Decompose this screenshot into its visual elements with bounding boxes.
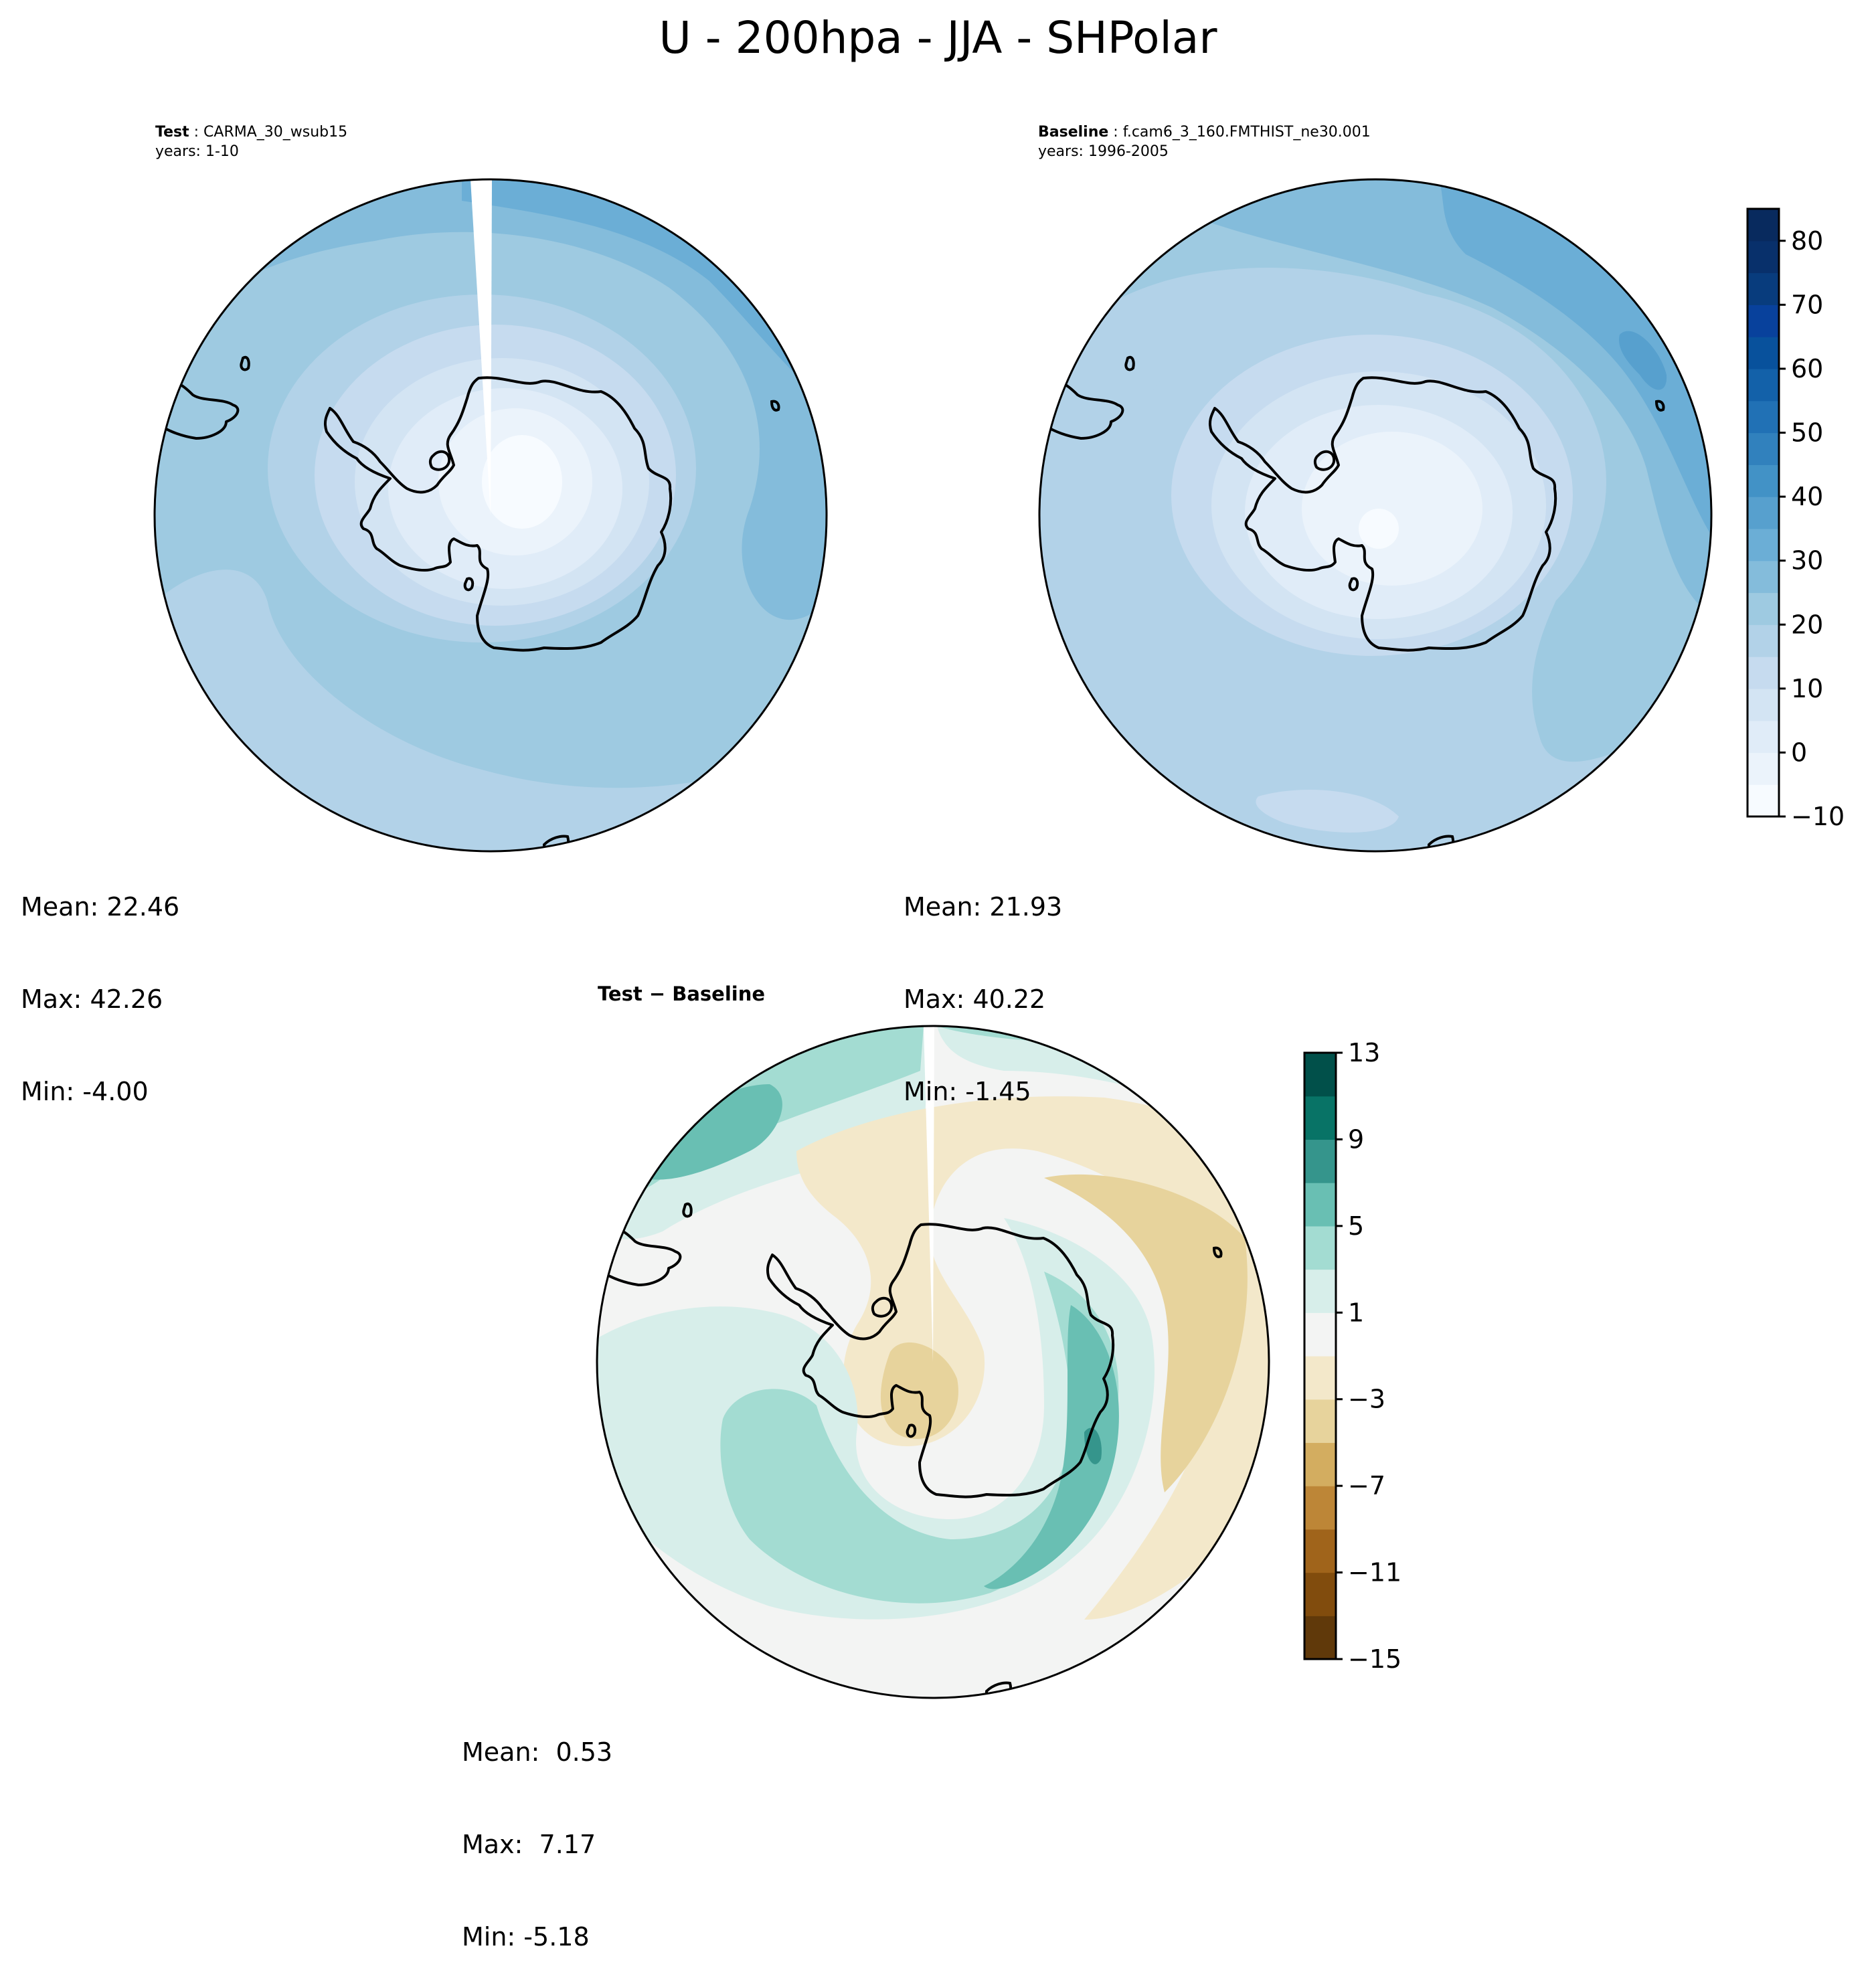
diff-colorbar-tick-label: −7 [1348,1471,1385,1500]
baseline-map [1039,179,1711,851]
main-colorbar-tick-label: 20 [1791,610,1823,639]
main-colorbar-swatch [1747,784,1779,817]
main-colorbar-swatch [1747,624,1779,657]
diff-max: Max: 7.17 [462,1830,596,1859]
diff-colorbar-tick-label: −11 [1348,1558,1401,1587]
main-colorbar-swatch [1747,272,1779,305]
diff-colorbar-swatch [1304,1312,1336,1357]
diff-colorbar-tick-label: −3 [1348,1385,1385,1414]
diff-colorbar-swatch [1304,1486,1336,1530]
diff-map-boundary [596,1025,1270,1699]
baseline-years: years: 1996-2005 [1038,143,1169,160]
diff-title-test: Test [598,982,643,1005]
main-colorbar-tick-label: 50 [1791,418,1823,448]
test-map [155,179,827,851]
test-mean: Mean: 22.46 [21,892,180,922]
diff-colorbar-swatch [1304,1616,1336,1660]
diff-colorbar-tick-label: 9 [1348,1124,1364,1154]
main-colorbar-swatch [1747,240,1779,274]
main-colorbar-swatch [1747,368,1779,402]
main-colorbar-tick-label: 70 [1791,290,1823,319]
main-colorbar-swatch [1747,752,1779,785]
figure: −10 0 10 20 30 40 50 60 70 80 −15 −11 −7 −3 1 5 9 13 [153,178,1845,1699]
main-colorbar: −10 0 10 20 30 40 50 60 70 80 [1746,207,1845,831]
diff-colorbar: −15 −11 −7 −3 1 5 9 13 [1303,1038,1401,1674]
test-case-label: Test : CARMA_30_wsub15 years: 1-10 [155,124,348,160]
main-colorbar-swatch [1747,209,1779,242]
main-colorbar-swatch [1747,688,1779,721]
diff-map [597,1026,1269,1698]
test-case-name: CARMA_30_wsub15 [203,124,348,141]
main-colorbar-swatch [1747,432,1779,465]
main-colorbar-tick-label: 10 [1791,674,1823,703]
baseline-min: Min: -1.45 [904,1077,1031,1106]
diff-colorbar-swatch [1304,1269,1336,1313]
main-colorbar-swatch [1747,560,1779,594]
main-colorbar-tick-label: 60 [1791,354,1823,383]
main-colorbar-swatch [1747,400,1779,434]
diff-min: Min: -5.18 [462,1922,590,1952]
main-colorbar-swatch [1747,464,1779,497]
test-label: Test [155,124,189,141]
baseline-label: Baseline [1038,124,1109,141]
diff-title-sep: − [642,982,673,1005]
diff-colorbar-tick-label: 13 [1348,1038,1380,1067]
diff-colorbar-tick-label: 1 [1348,1298,1364,1327]
main-colorbar-swatch [1747,528,1779,562]
main-colorbar-tick-label: 0 [1791,738,1807,767]
main-colorbar-swatch [1747,497,1779,529]
main-colorbar-swatch [1747,592,1779,625]
baseline-case-name: f.cam6_3_160.FMTHIST_ne30.001 [1122,124,1371,141]
diff-colorbar-swatch [1304,1442,1336,1486]
baseline-max: Max: 40.22 [904,984,1046,1014]
baseline-case-label: Baseline : f.cam6_3_160.FMTHIST_ne30.001… [1038,124,1371,160]
diff-colorbar-frame [1303,1051,1337,1660]
diff-colorbar-swatch [1304,1572,1336,1616]
baseline-stats: Mean: 21.93 Max: 40.22 Min: -1.45 [904,830,1062,1138]
main-colorbar-swatch [1747,337,1779,369]
main-colorbar-swatch [1747,657,1779,689]
diff-colorbar-swatch [1304,1139,1336,1183]
test-stats: Mean: 22.46 Max: 42.26 Min: -4.00 [21,830,179,1138]
test-min: Min: -4.00 [21,1077,149,1106]
baseline-map-boundary [1038,178,1713,853]
figure-title: U - 200hpa - JJA - SHPolar [659,12,1217,64]
diff-colorbar-swatch [1304,1529,1336,1573]
diff-title: Test − Baseline [598,982,765,1005]
main-colorbar-tick-label: −10 [1791,802,1845,831]
test-years: years: 1-10 [155,143,239,160]
diff-colorbar-swatch [1304,1096,1336,1140]
main-colorbar-frame [1746,207,1780,818]
diff-colorbar-swatch [1304,1356,1336,1400]
diff-colorbar-swatch [1304,1183,1336,1227]
diff-colorbar-swatch [1304,1053,1336,1097]
diff-title-baseline: Baseline [672,982,766,1005]
main-colorbar-swatch [1747,305,1779,337]
diff-colorbar-tick-label: 5 [1348,1211,1364,1241]
main-colorbar-swatch [1747,720,1779,754]
diff-colorbar-swatch [1304,1225,1336,1270]
diff-stats: Mean: 0.53 Max: 7.17 Min: -5.18 [462,1675,612,1983]
main-colorbar-tick-label: 40 [1791,482,1823,511]
baseline-mean: Mean: 21.93 [904,892,1063,922]
test-max: Max: 42.26 [21,984,163,1014]
diff-colorbar-tick-label: −15 [1348,1644,1401,1674]
test-map-boundary [153,178,828,853]
main-colorbar-tick-label: 80 [1791,226,1823,256]
main-colorbar-tick-label: 30 [1791,546,1823,576]
diff-colorbar-swatch [1304,1399,1336,1444]
diff-mean: Mean: 0.53 [462,1737,613,1767]
